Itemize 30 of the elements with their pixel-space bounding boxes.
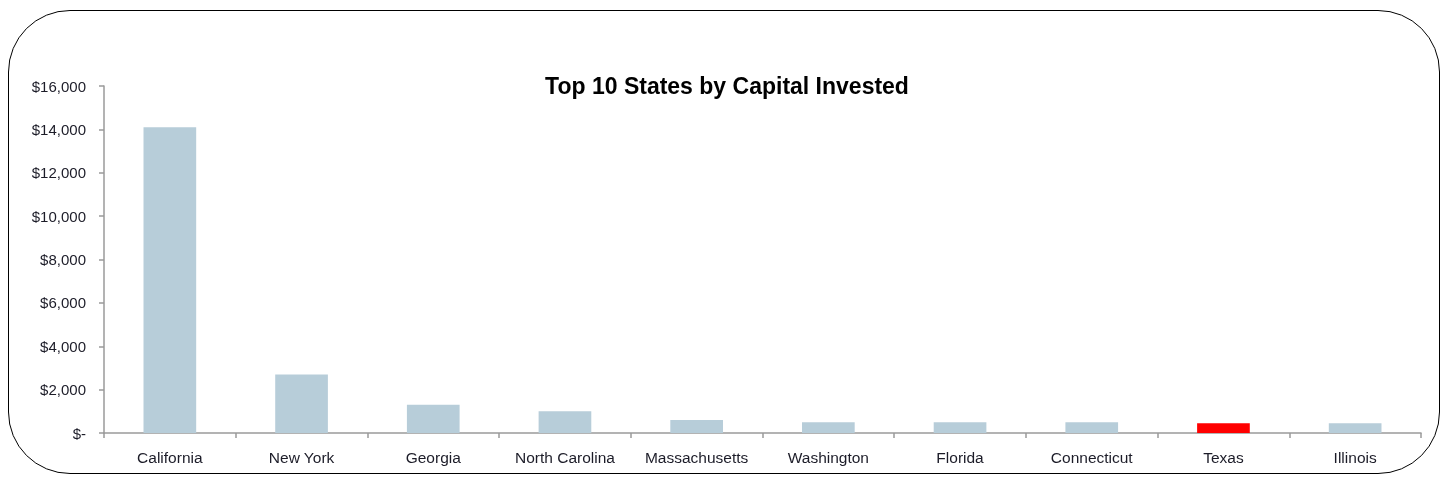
y-tick-label: $2,000 <box>40 381 86 399</box>
y-tick-label: $6,000 <box>40 294 86 312</box>
x-tick-label: New York <box>268 448 335 466</box>
y-tick-label: $10,000 <box>31 207 86 225</box>
x-tick-label: Georgia <box>405 448 462 466</box>
x-tick-label: Illinois <box>1333 448 1377 466</box>
x-tick-label: North Carolina <box>514 448 616 466</box>
x-tick-label: California <box>137 448 203 466</box>
y-tick-label: $8,000 <box>40 251 86 268</box>
bar <box>670 419 723 433</box>
y-tick-label: $12,000 <box>31 164 86 182</box>
bar <box>143 127 197 433</box>
bar <box>1328 423 1382 433</box>
bar <box>406 404 460 433</box>
y-tick-label: $4,000 <box>40 337 86 355</box>
x-tick-label: Florida <box>936 448 985 466</box>
bar <box>1197 423 1250 433</box>
bar <box>1065 422 1119 433</box>
bar <box>275 374 328 433</box>
bar <box>802 422 855 433</box>
x-tick-label: Connecticut <box>1050 448 1134 466</box>
x-tick-label: Washington <box>787 448 869 466</box>
y-tick-label: $- <box>72 424 86 442</box>
y-tick-label: $16,000 <box>31 77 86 95</box>
bar <box>538 411 592 433</box>
bar <box>933 422 987 433</box>
y-tick-label: $14,000 <box>31 120 86 138</box>
x-tick-label: Texas <box>1203 448 1244 466</box>
chart-title: Top 10 States by Capital Invested <box>545 72 909 99</box>
x-tick-label: Massachusetts <box>644 448 749 466</box>
